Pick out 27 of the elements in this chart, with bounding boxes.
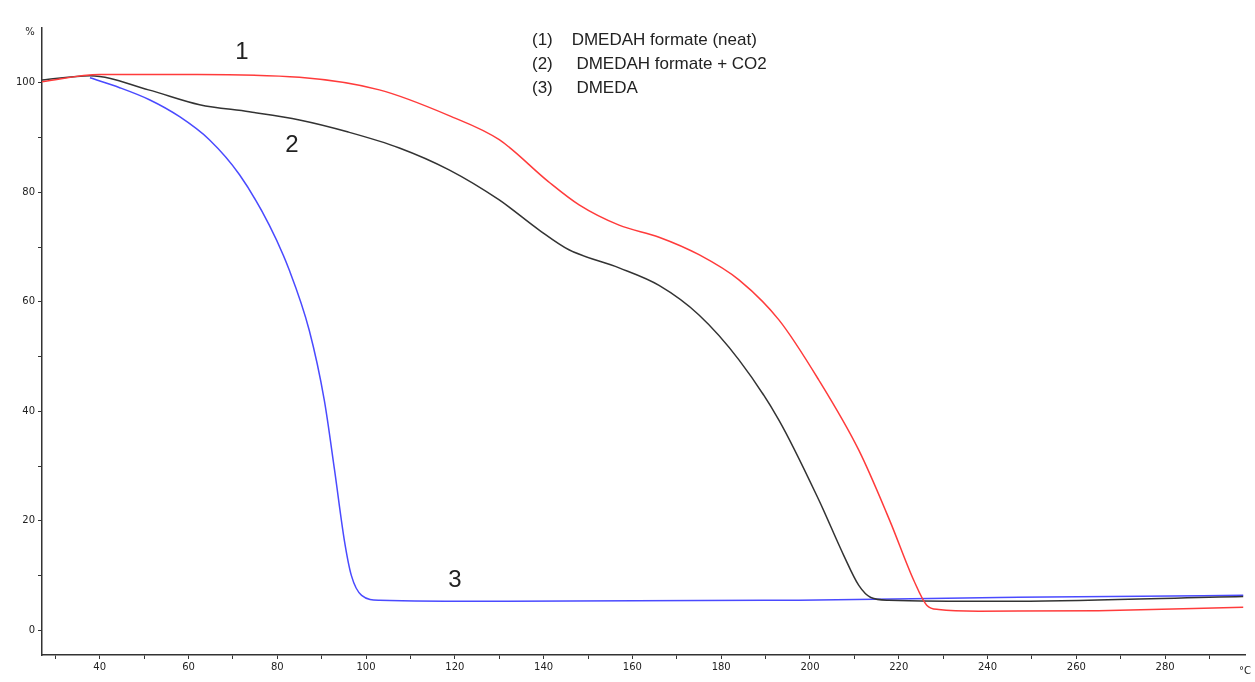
annotation: (3) DMEDA (532, 77, 639, 97)
annotation: 1 (235, 36, 249, 64)
y-tick-label: 100 (15, 76, 35, 88)
y-tick-label: 60 (22, 295, 35, 307)
x-tick-label: 160 (622, 660, 642, 672)
x-tick-label: 180 (711, 660, 731, 672)
x-tick-label: 120 (445, 660, 465, 672)
x-axis-title: °C (1239, 664, 1252, 676)
x-tick-label: 220 (889, 660, 909, 672)
x-tick-label: 140 (534, 660, 554, 672)
x-tick-label: 40 (93, 660, 107, 672)
x-tick-label: 240 (977, 660, 998, 672)
x-tick-label: 260 (1066, 660, 1086, 672)
annotation: (2) DMEDAH formate + CO2 (532, 53, 767, 73)
y-tick-label: 0 (28, 623, 35, 635)
annotation: 3 (448, 564, 462, 592)
annotation: 2 (285, 129, 299, 157)
y-tick-label: 80 (22, 185, 35, 197)
x-tick-label: 80 (270, 660, 284, 672)
y-tick-label: 40 (22, 404, 35, 416)
x-tick-label: 200 (800, 660, 820, 672)
x-tick-label: 280 (1155, 660, 1175, 672)
annotation: (1) DMEDAH formate (neat) (532, 29, 757, 49)
y-tick-label: 20 (22, 514, 35, 526)
x-tick-label: 100 (356, 660, 376, 672)
x-tick-label: 60 (182, 660, 195, 672)
y-axis-title: % (25, 25, 35, 37)
